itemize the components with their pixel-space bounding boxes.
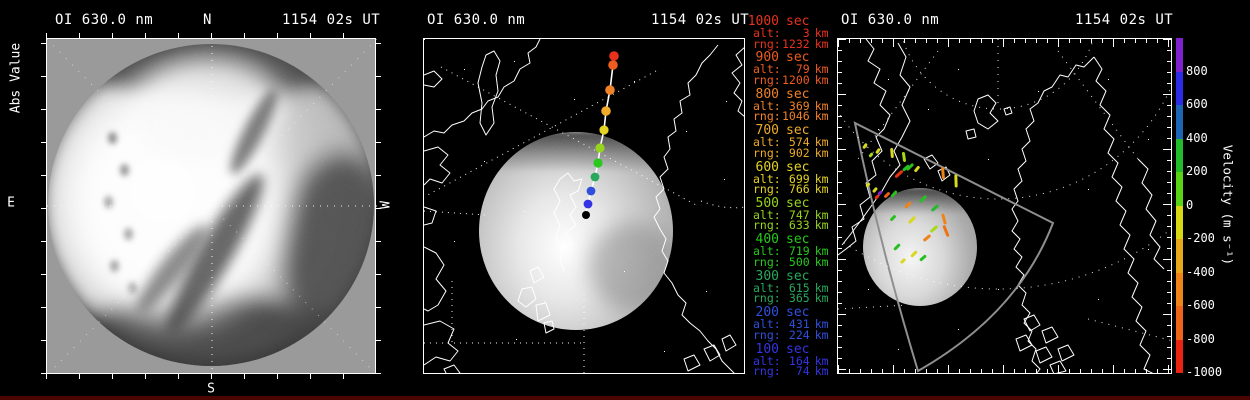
- allsky-disk: [48, 44, 374, 366]
- colorbar-tick-label: 400: [1186, 130, 1208, 145]
- film-grain: [479, 132, 673, 330]
- panel1-north-label: N: [203, 12, 212, 28]
- velocity-vector: [907, 215, 917, 225]
- velocity-colorbar: [1176, 38, 1183, 373]
- trajectory-point: [608, 60, 618, 70]
- trajectory-annotation: 400 sec alt: 719 km rng: 500 km: [753, 232, 829, 269]
- trajectory-annotation: 600 sec alt: 699 km rng: 766 km: [753, 159, 829, 197]
- colorbar-tick-label: -200: [1186, 231, 1215, 245]
- colorbar-band: [1176, 105, 1183, 139]
- velocity-vector: [899, 257, 907, 265]
- panel1-ticks-top: [46, 33, 376, 38]
- colorbar-band: [1176, 306, 1183, 340]
- velocity-vector: [942, 224, 950, 238]
- colorbar-tick-label: 0: [1186, 197, 1194, 212]
- velocity-vector: [865, 182, 871, 188]
- trajectory-annotation: 300 sec alt: 615 km rng: 365 km: [753, 268, 829, 306]
- velocity-vector: [929, 224, 939, 234]
- colorbar-band: [1176, 138, 1183, 172]
- bottom-color-strip: [0, 396, 1250, 400]
- velocity-vector: [941, 213, 947, 225]
- panel1-ticks-bottom: [46, 374, 376, 379]
- velocity-vector: [890, 147, 894, 159]
- trajectory-point: [609, 51, 619, 61]
- velocity-vector-layer: [838, 39, 1171, 373]
- panel1-title: OI 630.0 nm: [55, 12, 154, 28]
- trajectory-annotation: 1000 sec alt: 3 km rng:1232 km: [747, 14, 829, 51]
- velocity-vector: [918, 194, 928, 204]
- velocity-vector: [930, 203, 940, 213]
- trajectory-annotation: 200 sec alt: 431 km rng: 224 km: [753, 305, 829, 342]
- panel2-title: OI 630.0 nm: [427, 12, 526, 28]
- velocity-vector: [874, 194, 880, 200]
- colorbar-axis-label: Velocity (m s⁻¹): [1220, 144, 1236, 266]
- trajectory-annotation: 900 sec alt: 79 km rng:1200 km: [753, 50, 829, 87]
- velocity-vector: [910, 250, 918, 258]
- velocity-vector: [890, 190, 898, 198]
- panel1-east-label: E: [7, 195, 15, 211]
- velocity-vector: [893, 243, 901, 251]
- colorbar-tick-label: -800: [1186, 331, 1215, 346]
- velocity-vector: [901, 151, 907, 163]
- map-specks: [838, 39, 839, 40]
- colorbar-band: [1176, 172, 1183, 206]
- colorbar-band: [1176, 38, 1183, 72]
- colorbar-tick-label: 600: [1186, 97, 1208, 111]
- colorbar-band: [1176, 205, 1183, 239]
- panel3-title: OI 630.0 nm: [841, 12, 940, 28]
- velocity-vector: [904, 201, 912, 209]
- panel1-ticks-right: [376, 38, 381, 374]
- trajectory-annotation: 500 sec alt: 747 km rng: 633 km: [753, 195, 829, 233]
- panel1-south-label: S: [207, 381, 215, 397]
- panel1-timestamp: 1154 02s UT: [282, 12, 381, 28]
- panel1-plot-area: [46, 38, 377, 375]
- colorbar-tick-label: 800: [1186, 63, 1208, 78]
- colorbar-tick-labels: 800 600 400 200 0 -200 -400 -600 -800 -1000: [1186, 38, 1226, 380]
- panel1-west-label: W: [378, 201, 394, 209]
- panel1-yaxis-label: Abs Value: [8, 42, 24, 114]
- film-grain: [48, 44, 374, 366]
- trajectory-point: [605, 85, 615, 95]
- colorbar-tick-label: -1000: [1186, 365, 1223, 379]
- projected-allsky-disk: [479, 132, 673, 330]
- trajectory-point: [601, 106, 611, 116]
- velocity-vector: [868, 152, 874, 158]
- colorbar-band: [1176, 71, 1183, 105]
- colorbar-band: [1176, 272, 1183, 306]
- velocity-vector: [922, 233, 932, 243]
- panel2-timestamp: 1154 02s UT: [651, 12, 750, 28]
- panel3-timestamp: 1154 02s UT: [1075, 12, 1174, 28]
- trajectory-annotation: 800 sec alt: 369 km rng:1046 km: [753, 86, 829, 124]
- velocity-vector: [875, 147, 881, 155]
- velocity-vector: [913, 165, 921, 173]
- trajectory-annotation: 100 sec alt: 164 km rng: 74 km: [753, 341, 829, 379]
- trajectory-annotation: 700 sec alt: 574 km rng: 902 km: [753, 123, 829, 160]
- velocity-vector: [889, 214, 897, 222]
- velocity-vector: [862, 142, 868, 150]
- panel1-ticks-left: [41, 38, 46, 374]
- panel2-plot-area: [423, 38, 745, 374]
- colorbar-band: [1176, 339, 1183, 373]
- map-specks: [424, 39, 425, 40]
- colorbar-tick-label: -600: [1186, 298, 1215, 312]
- trajectory-annotation-column: 1000 sec alt: 3 km rng:1232 km 900 sec alt: 79 km rn…: [746, 15, 835, 379]
- colorbar-tick-label: 200: [1186, 164, 1208, 178]
- colorbar-band: [1176, 239, 1183, 273]
- velocity-vector: [919, 254, 927, 262]
- velocity-vector: [940, 166, 946, 180]
- panel3-plot-area: [837, 38, 1172, 374]
- colorbar-tick-label: -400: [1186, 264, 1215, 279]
- velocity-vector: [954, 174, 958, 188]
